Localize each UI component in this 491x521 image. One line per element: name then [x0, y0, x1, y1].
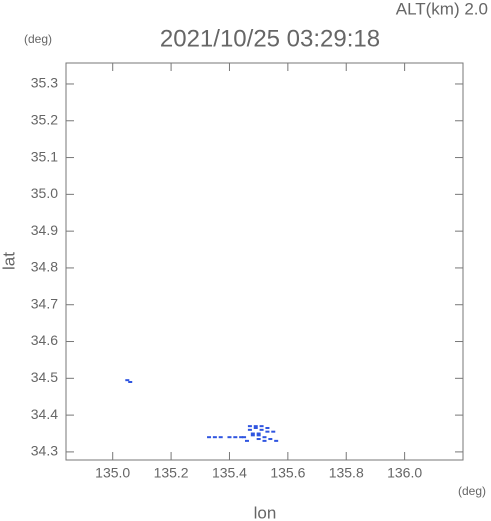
y-tick-label: 34.7 [31, 295, 58, 311]
point [253, 425, 258, 428]
y-tick-label: 35.0 [31, 185, 58, 201]
x-unit: (deg) [458, 484, 486, 498]
point [265, 430, 270, 433]
y-unit: (deg) [24, 32, 52, 46]
y-tick-label: 34.6 [31, 332, 58, 348]
x-tick-label: 135.6 [270, 465, 305, 481]
point [259, 428, 264, 431]
y-tick-label: 34.8 [31, 259, 58, 275]
y-tick-label: 35.3 [31, 75, 58, 91]
point [239, 436, 244, 439]
point [207, 436, 212, 439]
y-tick-label: 34.3 [31, 443, 58, 459]
point [125, 379, 130, 382]
point [247, 428, 252, 431]
point [218, 436, 223, 439]
altitude-label: ALT(km) 2.0 [396, 0, 488, 18]
point [256, 432, 261, 435]
x-axis-label: lon [254, 503, 277, 521]
point [250, 432, 255, 435]
y-axis-label: lat [0, 252, 18, 270]
chart-title: 2021/10/25 03:29:18 [160, 25, 380, 52]
point [256, 438, 261, 441]
point [271, 430, 276, 433]
point [253, 426, 258, 429]
point [244, 439, 249, 442]
y-tick-label: 35.2 [31, 111, 58, 127]
point [268, 438, 273, 441]
point [262, 439, 267, 442]
y-tick-label: 34.9 [31, 222, 58, 238]
y-tick-label: 35.1 [31, 148, 58, 164]
y-tick-label: 34.4 [31, 406, 58, 422]
x-tick-label: 135.0 [95, 465, 130, 481]
point [262, 436, 267, 439]
x-tick-label: 135.2 [154, 465, 189, 481]
x-tick-label: 135.8 [329, 465, 364, 481]
point [227, 436, 232, 439]
point [256, 434, 261, 437]
point [259, 425, 264, 428]
point [233, 436, 238, 439]
point [250, 434, 255, 437]
plot-frame [65, 62, 464, 461]
point [128, 380, 133, 383]
point [247, 425, 252, 428]
point [212, 436, 217, 439]
point [265, 426, 270, 429]
y-tick-label: 34.5 [31, 369, 58, 385]
x-tick-label: 136.0 [387, 465, 422, 481]
x-tick-label: 135.4 [212, 465, 247, 481]
point [242, 436, 247, 439]
point [274, 439, 279, 442]
